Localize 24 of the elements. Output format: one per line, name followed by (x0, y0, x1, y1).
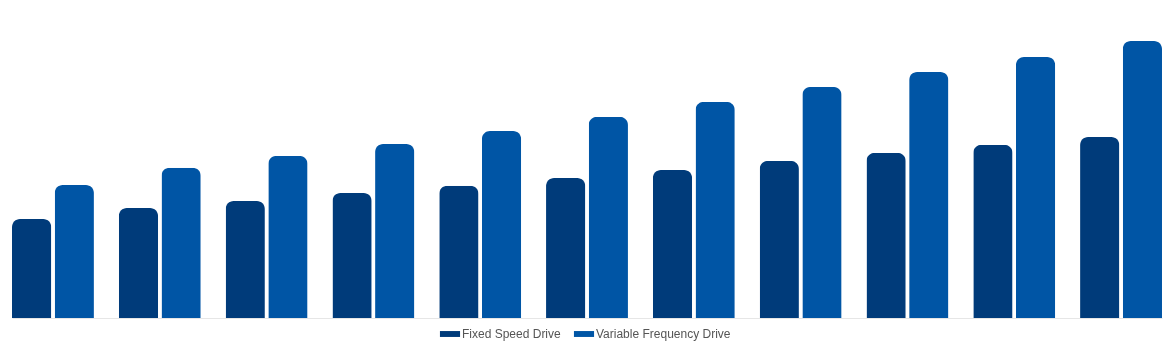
bar (1080, 137, 1120, 318)
bar (588, 116, 628, 318)
legend-label: Fixed Speed Drive (462, 327, 562, 341)
bar (866, 152, 906, 318)
bar (1015, 57, 1056, 318)
legend-label: Variable Frequency Drive (596, 327, 731, 341)
bar (802, 86, 842, 318)
bar (268, 155, 308, 318)
bar (161, 167, 201, 318)
bar (695, 101, 735, 318)
bar (54, 185, 94, 318)
bar (439, 185, 479, 318)
bar (375, 144, 415, 318)
bar (118, 208, 159, 318)
bar (225, 201, 265, 318)
bar (546, 178, 586, 318)
bar (481, 131, 522, 318)
bar (973, 144, 1013, 318)
bar (332, 193, 372, 318)
bar (1122, 41, 1162, 318)
bar (759, 160, 799, 318)
bar (909, 72, 949, 318)
bar (12, 219, 52, 318)
bar (652, 170, 693, 318)
